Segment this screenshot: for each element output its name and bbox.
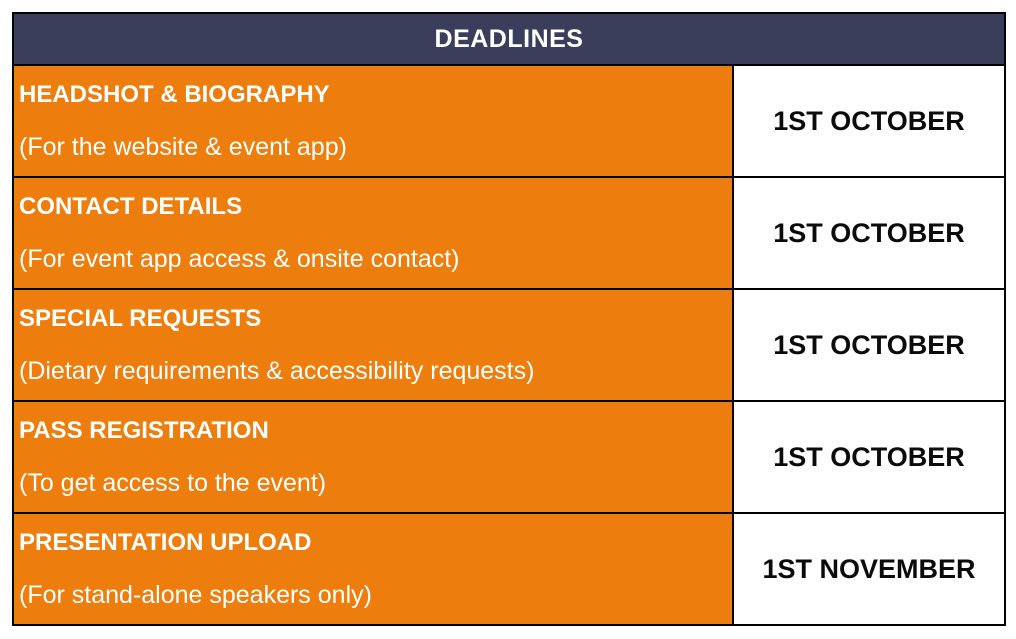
table-row: HEADSHOT & BIOGRAPHY (For the website & … [14,64,1004,176]
deadline-cell: 1ST OCTOBER [734,66,1004,176]
task-subtitle: (For stand-alone speakers only) [19,581,372,609]
task-cell: SPECIAL REQUESTS (Dietary requirements &… [14,290,734,400]
task-title: PRESENTATION UPLOAD [19,529,312,556]
deadline-cell: 1ST NOVEMBER [734,514,1004,624]
table-row: SPECIAL REQUESTS (Dietary requirements &… [14,288,1004,400]
task-cell: HEADSHOT & BIOGRAPHY (For the website & … [14,66,734,176]
task-cell: CONTACT DETAILS (For event app access & … [14,178,734,288]
table-header: DEADLINES [14,14,1004,64]
table-title: DEADLINES [434,24,584,53]
deadline-cell: 1ST OCTOBER [734,402,1004,512]
deadline-cell: 1ST OCTOBER [734,178,1004,288]
task-title: SPECIAL REQUESTS [19,305,262,332]
task-subtitle: (For event app access & onsite contact) [19,245,460,273]
task-subtitle: (For the website & event app) [19,133,347,161]
task-cell: PRESENTATION UPLOAD (For stand-alone spe… [14,514,734,624]
task-cell: PASS REGISTRATION (To get access to the … [14,402,734,512]
task-title: PASS REGISTRATION [19,417,269,444]
task-title: HEADSHOT & BIOGRAPHY [19,81,330,108]
task-title: CONTACT DETAILS [19,193,243,220]
deadline-cell: 1ST OCTOBER [734,290,1004,400]
deadlines-rows: HEADSHOT & BIOGRAPHY (For the website & … [14,64,1004,624]
deadlines-table: DEADLINES HEADSHOT & BIOGRAPHY (For the … [12,12,1006,626]
table-row: CONTACT DETAILS (For event app access & … [14,176,1004,288]
task-subtitle: (To get access to the event) [19,469,327,497]
task-subtitle: (Dietary requirements & accessibility re… [19,357,535,385]
table-row: PRESENTATION UPLOAD (For stand-alone spe… [14,512,1004,624]
table-row: PASS REGISTRATION (To get access to the … [14,400,1004,512]
